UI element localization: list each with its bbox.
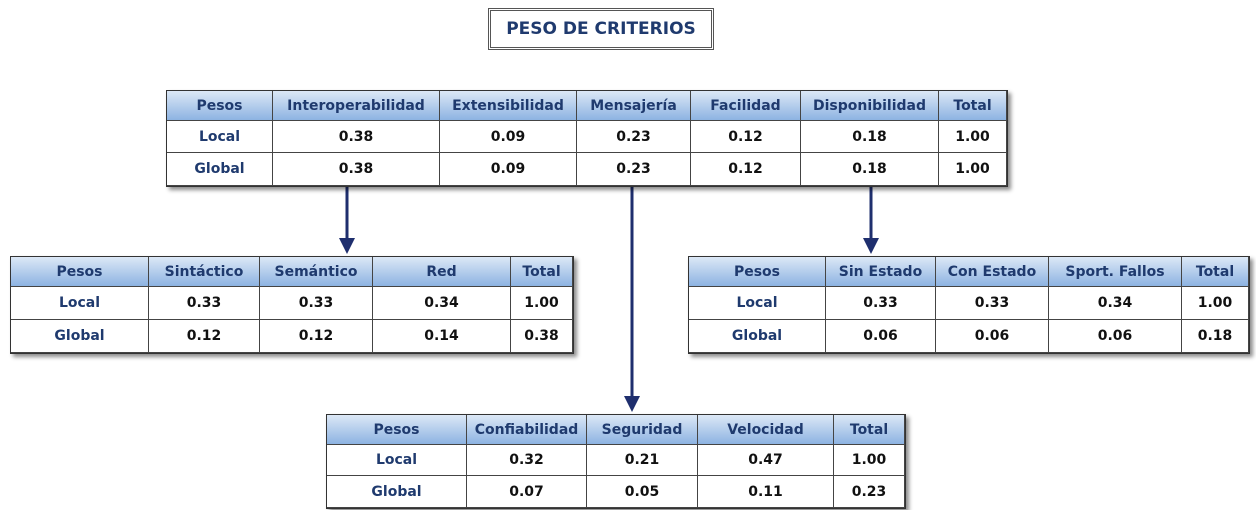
- cell: 1.00: [1182, 287, 1249, 320]
- header-cell: Pesos: [327, 415, 467, 445]
- header-cell: Pesos: [11, 257, 149, 287]
- cell: 0.11: [698, 476, 834, 508]
- cell: 0.09: [440, 121, 577, 153]
- header-cell: Confiabilidad: [467, 415, 587, 445]
- cell: 0.23: [577, 121, 691, 153]
- cell: 0.05: [587, 476, 698, 508]
- cell: 0.38: [273, 153, 440, 186]
- header-cell: Total: [511, 257, 573, 287]
- arrow-head: [863, 238, 879, 254]
- cell: 0.33: [149, 287, 260, 320]
- cell: 1.00: [939, 153, 1007, 186]
- header-cell: Extensibilidad: [440, 91, 577, 121]
- cell: Global: [11, 320, 149, 353]
- cell: 0.12: [149, 320, 260, 353]
- header-cell: Mensajería: [577, 91, 691, 121]
- cell: 0.06: [826, 320, 936, 353]
- header-cell: Total: [939, 91, 1007, 121]
- header-cell: Total: [834, 415, 905, 445]
- header-cell: Seguridad: [587, 415, 698, 445]
- header-cell: Facilidad: [691, 91, 801, 121]
- header-cell: Sin Estado: [826, 257, 936, 287]
- cell: Local: [11, 287, 149, 320]
- cell: 0.12: [260, 320, 373, 353]
- header-cell: Disponibilidad: [801, 91, 939, 121]
- cell: 0.34: [1049, 287, 1182, 320]
- header-cell: Velocidad: [698, 415, 834, 445]
- cell: 0.18: [801, 153, 939, 186]
- header-cell: Sport. Fallos: [1049, 257, 1182, 287]
- table: Pesos Confiabilidad Seguridad Velocidad Tota…: [326, 414, 906, 509]
- cell: 0.38: [273, 121, 440, 153]
- cell: 0.12: [691, 121, 801, 153]
- header-cell: Pesos: [689, 257, 826, 287]
- table: Pesos Sintáctico Semántico Red Total Local 0.3…: [10, 256, 574, 354]
- cell: 0.34: [373, 287, 511, 320]
- header-cell: Total: [1182, 257, 1249, 287]
- cell: Local: [689, 287, 826, 320]
- header-cell: Red: [373, 257, 511, 287]
- cell: 0.06: [936, 320, 1049, 353]
- arrow-head: [339, 238, 355, 254]
- connectors: [339, 186, 879, 412]
- header-cell: Interoperabilidad: [273, 91, 440, 121]
- cell: 0.18: [801, 121, 939, 153]
- cell: 0.21: [587, 445, 698, 476]
- cell: 0.06: [1049, 320, 1182, 353]
- header-cell: Pesos: [167, 91, 273, 121]
- cell: 0.38: [511, 320, 573, 353]
- cell: Global: [167, 153, 273, 186]
- cell: 0.07: [467, 476, 587, 508]
- cell: 1.00: [834, 445, 905, 476]
- cell: 0.23: [834, 476, 905, 508]
- cell: Local: [327, 445, 467, 476]
- cell: 1.00: [939, 121, 1007, 153]
- header-cell: Con Estado: [936, 257, 1049, 287]
- table: Pesos Sin Estado Con Estado Sport. Fallos To…: [688, 256, 1250, 354]
- header-cell: Sintáctico: [149, 257, 260, 287]
- cell: 0.32: [467, 445, 587, 476]
- cell: Global: [689, 320, 826, 353]
- cell: 0.12: [691, 153, 801, 186]
- cell: 0.47: [698, 445, 834, 476]
- cell: 0.09: [440, 153, 577, 186]
- arrow-head: [624, 396, 640, 412]
- header-cell: Semántico: [260, 257, 373, 287]
- table: Pesos Interoperabilidad Extensibilidad Mens…: [166, 90, 1008, 187]
- cell: 0.33: [260, 287, 373, 320]
- cell: 0.18: [1182, 320, 1249, 353]
- cell: 1.00: [511, 287, 573, 320]
- cell: Global: [327, 476, 467, 508]
- cell: Local: [167, 121, 273, 153]
- cell: 0.23: [577, 153, 691, 186]
- cell: 0.33: [936, 287, 1049, 320]
- title: PESO DE CRITERIOS: [488, 8, 714, 50]
- cell: 0.14: [373, 320, 511, 353]
- cell: 0.33: [826, 287, 936, 320]
